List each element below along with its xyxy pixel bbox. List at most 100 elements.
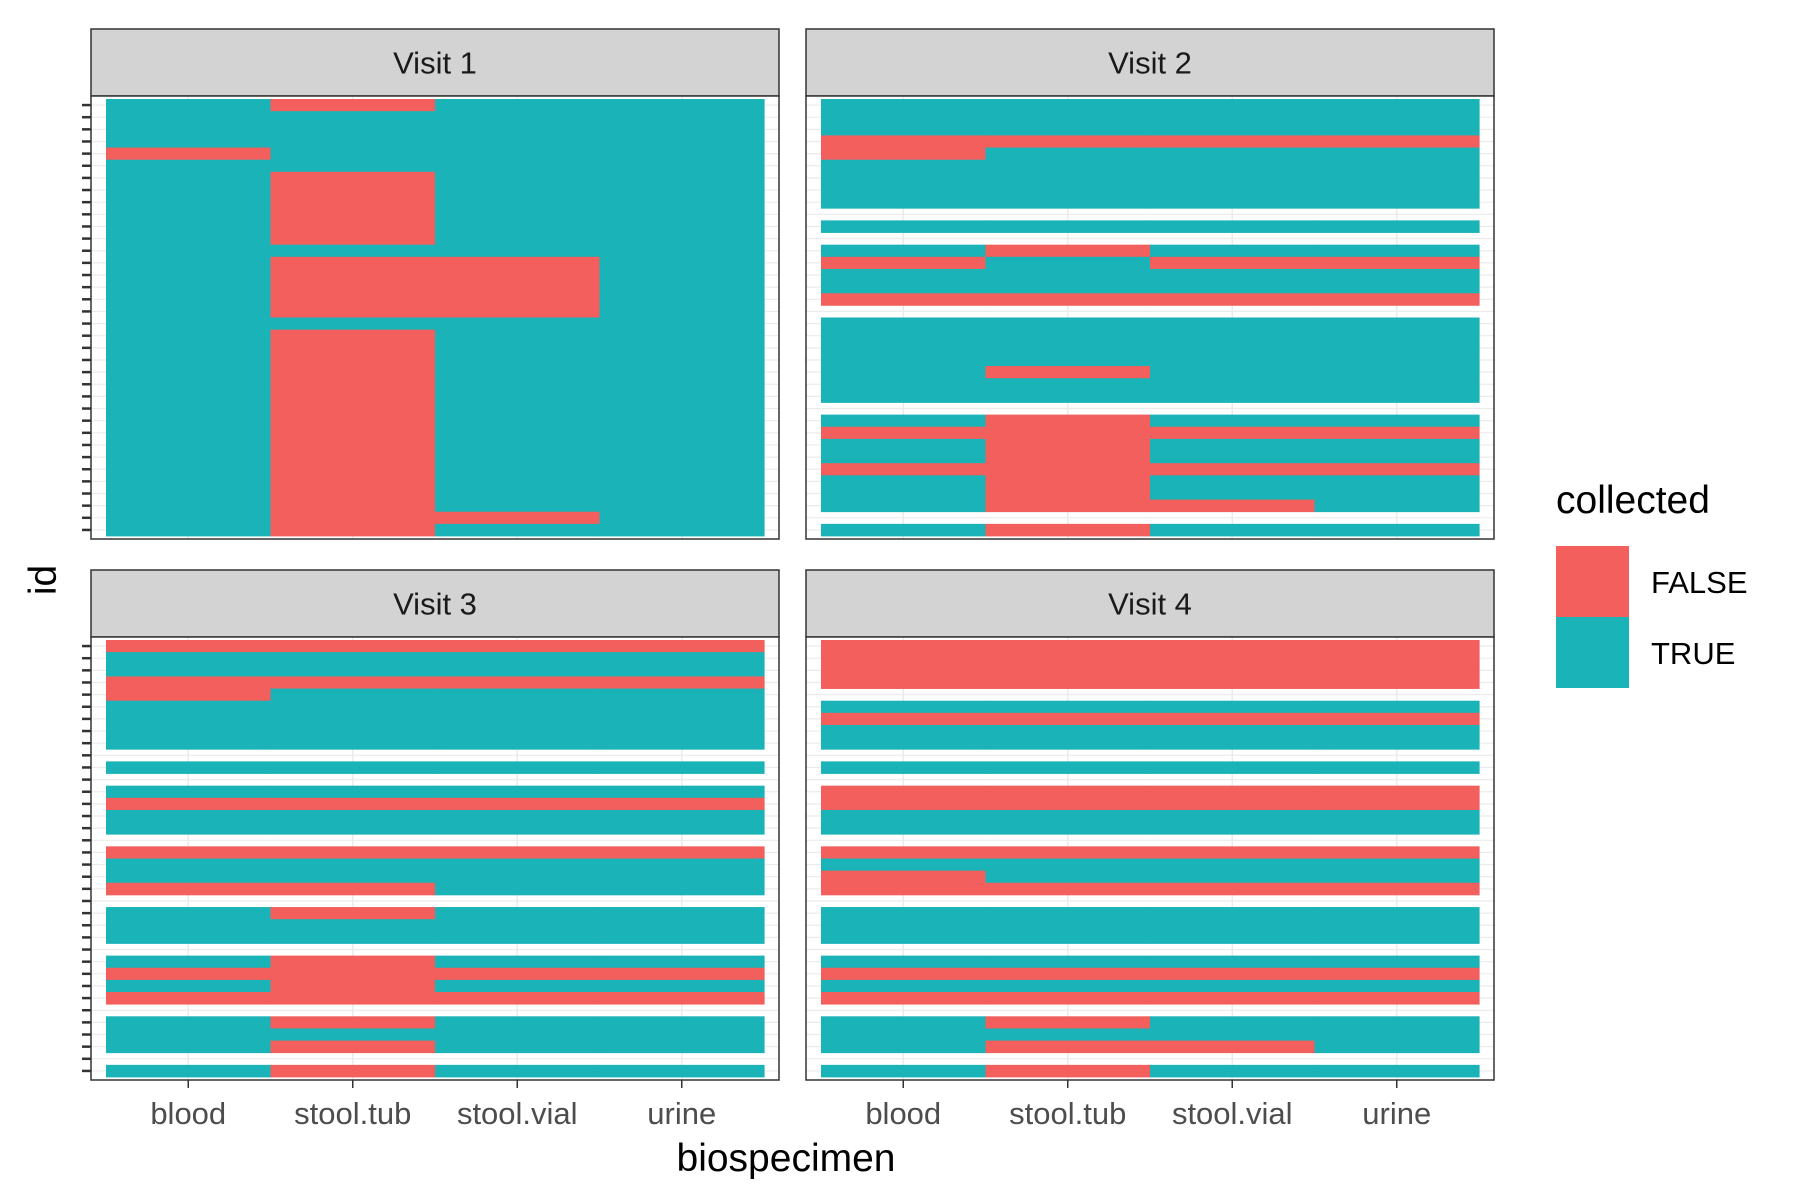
tile: [106, 919, 272, 932]
tile: [1150, 220, 1316, 233]
tile: [270, 414, 436, 428]
tile: [1150, 858, 1316, 872]
tile: [821, 652, 987, 665]
tile: [599, 761, 765, 774]
tile: [1314, 979, 1480, 993]
tile: [106, 1028, 272, 1041]
tile: [435, 147, 601, 161]
tile: [435, 907, 601, 920]
tile: [821, 919, 987, 932]
tile: [435, 451, 601, 464]
tile: [270, 979, 436, 993]
tile: [1150, 882, 1316, 896]
tile: [106, 111, 272, 124]
tile: [821, 785, 987, 799]
tile: [270, 232, 436, 246]
tile: [985, 919, 1151, 932]
tile: [599, 451, 765, 464]
tile: [599, 159, 765, 173]
tile: [435, 196, 601, 209]
tile: [1150, 676, 1316, 689]
tile: [985, 451, 1151, 464]
tile: [270, 907, 436, 920]
tile: [821, 220, 987, 233]
tile: [821, 438, 987, 452]
tile: [1314, 931, 1480, 944]
tile: [1314, 196, 1480, 209]
tile: [106, 979, 272, 993]
tile: [599, 955, 765, 969]
tile: [435, 955, 601, 969]
tile: [821, 761, 987, 774]
tile: [985, 159, 1151, 173]
tile: [985, 123, 1151, 136]
tile: [1150, 487, 1316, 500]
tile: [1314, 135, 1480, 148]
tile: [1314, 797, 1480, 811]
tile: [985, 676, 1151, 689]
x-tick-label: stool.vial: [1172, 1096, 1293, 1131]
tile: [1314, 220, 1480, 233]
tile: [985, 1016, 1151, 1029]
tile: [1314, 1040, 1480, 1054]
tile: [1314, 1028, 1480, 1041]
tile: [1314, 700, 1480, 714]
x-tick-label: urine: [647, 1096, 716, 1131]
tile: [435, 870, 601, 884]
tile: [1314, 426, 1480, 440]
legend-label-false: FALSE: [1651, 565, 1748, 600]
tile: [270, 268, 436, 282]
tile: [106, 305, 272, 318]
tile: [435, 256, 601, 270]
tile: [1150, 414, 1316, 428]
tile: [1314, 159, 1480, 173]
tile: [985, 1064, 1151, 1078]
tile: [106, 809, 272, 823]
tile: [985, 664, 1151, 677]
tile: [1150, 797, 1316, 811]
tile: [435, 822, 601, 835]
tile: [1314, 244, 1480, 258]
tile: [599, 712, 765, 726]
tile: [821, 366, 987, 379]
tile: [1150, 317, 1316, 331]
tile: [1314, 463, 1480, 476]
tile: [1150, 640, 1316, 653]
tile: [435, 378, 601, 391]
tile: [1150, 979, 1316, 993]
tile: [435, 111, 601, 124]
panel-4: Visit 4 blood stool.tub stool.vial urine: [805, 569, 1495, 1131]
tile: [435, 1064, 601, 1078]
tile: [1150, 451, 1316, 464]
tile: [435, 414, 601, 428]
x-tick-label: stool.vial: [457, 1096, 578, 1131]
tile: [599, 438, 765, 452]
tile: [1314, 414, 1480, 428]
tile: [435, 159, 601, 173]
tile: [1314, 992, 1480, 1005]
strip-label: Visit 3: [393, 587, 477, 622]
tile: [1314, 99, 1480, 112]
tile: [821, 329, 987, 343]
tile: [821, 737, 987, 750]
tile: [1314, 171, 1480, 185]
tile: [270, 870, 436, 884]
tile: [435, 700, 601, 714]
tile: [435, 438, 601, 452]
tile: [270, 135, 436, 148]
tile: [106, 293, 272, 306]
tile: [985, 724, 1151, 738]
tile: [985, 366, 1151, 379]
tile: [435, 1040, 601, 1054]
tile: [599, 390, 765, 403]
tile: [1150, 919, 1316, 932]
tile: [599, 1016, 765, 1029]
tile: [270, 341, 436, 355]
tile: [270, 846, 436, 859]
tile: [106, 652, 272, 665]
tile: [599, 305, 765, 318]
tile: [106, 992, 272, 1005]
tile: [985, 870, 1151, 884]
tile: [599, 919, 765, 932]
